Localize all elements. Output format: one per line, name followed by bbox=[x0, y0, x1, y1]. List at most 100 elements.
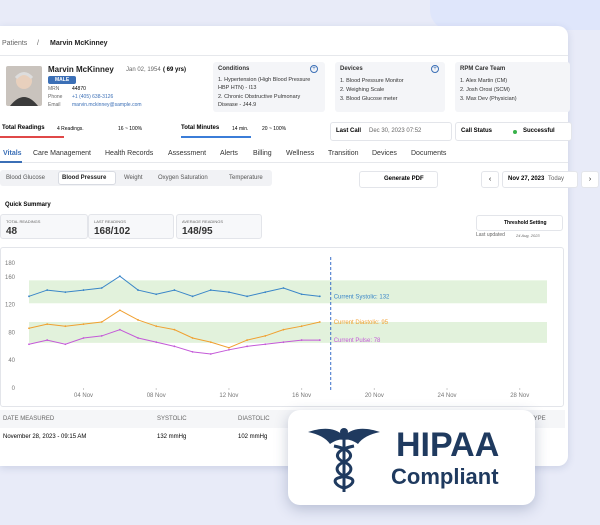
call-status-box: Call Status Successful bbox=[455, 122, 572, 141]
subtab[interactable]: Blood Glucose bbox=[6, 175, 46, 181]
tab[interactable]: Billing bbox=[253, 150, 272, 157]
data-point bbox=[46, 339, 49, 341]
x-tick-label: 16 Nov bbox=[292, 393, 311, 399]
tab[interactable]: Assessment bbox=[168, 150, 207, 157]
date-value: Nov 27, 2023 bbox=[508, 176, 545, 182]
data-point bbox=[191, 350, 194, 353]
data-point bbox=[118, 275, 121, 278]
threshold-band bbox=[29, 280, 547, 304]
panel-item: 2. Chronic Obstructive Pulmonary Disease… bbox=[218, 94, 301, 108]
breadcrumb-current: Marvin McKinney bbox=[50, 40, 108, 47]
add-icon[interactable]: + bbox=[310, 65, 318, 73]
subtab[interactable]: Temperature bbox=[229, 175, 263, 181]
breadcrumb-separator: / bbox=[37, 40, 39, 47]
status-dot bbox=[513, 130, 517, 134]
data-point bbox=[228, 291, 230, 294]
stat-label: Call Status bbox=[461, 128, 493, 134]
data-point bbox=[155, 341, 158, 344]
section-title: Quick Summary bbox=[5, 202, 51, 208]
card-label: TOTAL READINGS bbox=[6, 219, 41, 224]
data-point bbox=[246, 295, 249, 298]
panel-item: 2. Josh Orosi (SCM) bbox=[460, 87, 510, 93]
divider bbox=[0, 55, 568, 56]
y-tick-label: 160 bbox=[5, 275, 16, 281]
card-value: 148/95 bbox=[182, 226, 213, 237]
tab[interactable]: Transition bbox=[328, 150, 359, 157]
data-point bbox=[155, 293, 158, 296]
x-tick-label: 28 Nov bbox=[510, 393, 529, 399]
card-value: 168/102 bbox=[94, 226, 131, 237]
stat-value: Dec 30, 2023 07:52 bbox=[369, 128, 422, 134]
stat-range: 16 ~ 100% bbox=[118, 126, 143, 132]
data-point bbox=[228, 346, 230, 349]
next-button[interactable]: › bbox=[581, 171, 599, 188]
stat-value: 14 min. bbox=[232, 126, 249, 132]
progress-bar bbox=[0, 136, 64, 138]
hipaa-badge: HIPAA Compliant bbox=[288, 410, 535, 505]
field-value: 44870 bbox=[72, 86, 86, 92]
subtab[interactable]: Weight bbox=[124, 175, 143, 181]
data-point bbox=[46, 323, 49, 326]
button-label: Generate PDF bbox=[384, 176, 424, 182]
x-tick-label: 20 Nov bbox=[365, 393, 384, 399]
subtab[interactable]: Blood Pressure bbox=[62, 175, 107, 181]
tab[interactable]: Care Management bbox=[33, 150, 91, 157]
data-point bbox=[118, 309, 121, 312]
subtab[interactable]: Oxygen Saturation bbox=[158, 175, 208, 181]
data-point bbox=[264, 335, 267, 337]
last-call-box: Last Call Dec 30, 2023 07:52 bbox=[330, 122, 452, 141]
tab[interactable]: Devices bbox=[372, 150, 397, 157]
tab[interactable]: Alerts bbox=[220, 150, 238, 157]
data-point bbox=[64, 343, 67, 346]
caduceus-icon bbox=[308, 428, 380, 492]
data-point bbox=[191, 337, 194, 339]
threshold-band bbox=[29, 322, 547, 343]
patient-photo bbox=[6, 66, 42, 106]
conditions-panel: Conditions + 1. Hypertension (High Blood… bbox=[213, 62, 325, 112]
date-picker[interactable]: Nov 27, 2023 Today bbox=[502, 171, 578, 188]
y-tick-label: 80 bbox=[8, 330, 15, 336]
badge-subtitle: Compliant bbox=[391, 464, 499, 489]
tab[interactable]: Wellness bbox=[286, 150, 315, 157]
patient-age: ( 69 yrs) bbox=[163, 67, 187, 73]
data-point bbox=[82, 289, 85, 291]
threshold-button[interactable]: Threshold Setting bbox=[476, 215, 563, 231]
tab[interactable]: Health Records bbox=[105, 150, 154, 157]
data-point bbox=[28, 295, 30, 298]
card-label: AVERAGE READINGS bbox=[182, 219, 224, 224]
tab[interactable]: Documents bbox=[411, 150, 447, 157]
field-value: +1 (405) 638-3126 bbox=[72, 94, 114, 100]
chart: 0 40 80 120 160 180 04 Nov 08 Nov 12 Nov 16 Nov 20… bbox=[5, 257, 547, 399]
data-point bbox=[100, 287, 103, 289]
data-point bbox=[282, 341, 285, 344]
today-label: Today bbox=[548, 176, 565, 182]
data-point bbox=[300, 339, 303, 341]
y-tick-label: 180 bbox=[5, 261, 16, 267]
add-icon[interactable]: + bbox=[431, 65, 439, 73]
data-point bbox=[82, 337, 85, 339]
prev-button[interactable]: ‹ bbox=[481, 171, 499, 188]
table-cell: 102 mmHg bbox=[238, 434, 268, 440]
y-tick-label: 120 bbox=[5, 303, 16, 309]
breadcrumb-link[interactable]: Patients bbox=[2, 40, 28, 47]
panel-title: Devices bbox=[340, 66, 363, 72]
column-header: SYSTOLIC bbox=[157, 416, 187, 422]
data-point bbox=[64, 291, 67, 294]
progress-bar bbox=[181, 136, 251, 138]
column-header: DATE MEASURED bbox=[3, 416, 55, 422]
field-label: MRN bbox=[48, 86, 60, 92]
card-value: 48 bbox=[6, 226, 18, 237]
updated-value: 24 Aug, 2023 bbox=[516, 233, 540, 238]
data-point bbox=[100, 335, 103, 337]
tab[interactable]: Vitals bbox=[3, 150, 22, 157]
generate-pdf-button[interactable]: Generate PDF bbox=[359, 171, 438, 188]
active-tab-indicator bbox=[0, 161, 22, 163]
data-point bbox=[318, 321, 321, 323]
panel-item: 2. Weighing Scale bbox=[340, 87, 385, 93]
data-point bbox=[300, 293, 303, 296]
panel-item: 3. Max Dev (Physician) bbox=[460, 96, 517, 102]
panel-item: 1. Blood Pressure Monitor bbox=[340, 78, 404, 84]
data-point bbox=[173, 345, 176, 348]
current-label: Current Systolic: 132 bbox=[334, 294, 390, 300]
